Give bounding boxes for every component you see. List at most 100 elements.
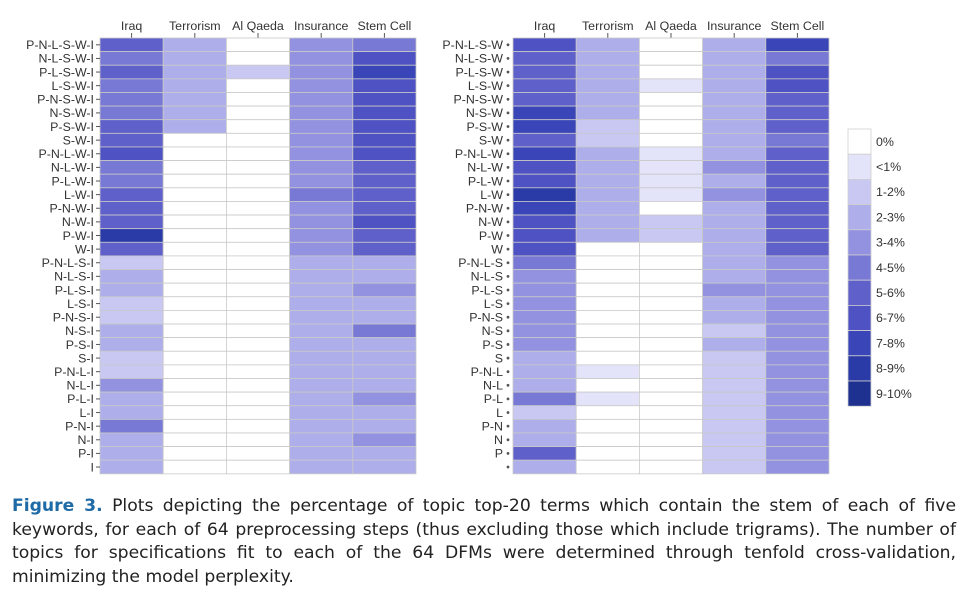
heatmap-cell	[702, 37, 767, 53]
heatmap-cell	[162, 37, 227, 53]
heatmap-cell	[639, 105, 704, 121]
heatmap-cell	[352, 51, 417, 66]
heatmap-cell	[162, 309, 227, 325]
heatmap-cell	[765, 405, 830, 420]
heatmap-cell	[289, 105, 354, 121]
row-label: P	[495, 447, 503, 461]
row-label: P-N-L-S-I	[42, 256, 94, 270]
heatmap-cell	[162, 241, 227, 257]
column-header: Al Qaeda	[232, 19, 284, 33]
heatmap-cell	[162, 323, 227, 339]
heatmap-cell	[702, 350, 767, 366]
row-tick	[506, 465, 510, 469]
row-label: P-N-W-I	[49, 202, 94, 216]
legend-label: 9-10%	[876, 387, 912, 401]
heatmap-cell	[99, 132, 164, 148]
heatmap-cell	[575, 446, 640, 461]
heatmap-cell	[702, 78, 767, 93]
heatmap-cell	[162, 105, 227, 121]
heatmap-cell	[639, 92, 704, 107]
heatmap-cell	[639, 201, 704, 216]
legend-label: 5-6%	[876, 286, 905, 300]
heatmap-cell	[99, 309, 164, 325]
heatmap-cell	[352, 364, 417, 379]
row-tick	[506, 452, 510, 455]
heatmap-cell	[702, 337, 767, 352]
heatmap-cell	[512, 446, 577, 461]
heatmap-cell	[225, 92, 290, 107]
heatmap-cell	[99, 337, 164, 352]
heatmap-cell	[162, 446, 227, 461]
heatmap-cell	[575, 282, 640, 298]
column-header: Insurance	[294, 19, 349, 33]
heatmap-cell	[702, 228, 767, 243]
row-tick	[506, 111, 510, 115]
heatmap-cell	[225, 432, 290, 448]
row-tick	[506, 343, 510, 346]
heatmap-cell	[225, 337, 290, 352]
row-label: S-W	[479, 133, 503, 147]
row-label: N-L	[483, 379, 503, 393]
heatmap-cell	[639, 459, 704, 475]
heatmap-panel-left: Iraq Terrorism Al Qaeda Insurance Stem Cell P…	[26, 19, 417, 474]
heatmap-cell	[225, 64, 290, 80]
heatmap-cell	[99, 92, 164, 107]
row-label: P-N	[482, 419, 503, 433]
heatmap-cell	[575, 269, 640, 284]
heatmap-cell	[99, 119, 164, 134]
heatmap-cell	[575, 37, 640, 53]
heatmap-cell	[639, 78, 704, 93]
row-label: N-W-I	[62, 215, 94, 229]
heatmap-cell	[289, 241, 354, 257]
heatmap-cell	[352, 309, 417, 325]
heatmap-cell	[575, 78, 640, 93]
row-label: N-S-W-I	[49, 106, 94, 120]
heatmap-cell	[162, 337, 227, 352]
heatmap-cell	[639, 446, 704, 461]
heatmap-cell	[289, 446, 354, 461]
heatmap-cell	[702, 391, 767, 407]
heatmap-cell	[352, 350, 417, 366]
heatmap-cell	[162, 160, 227, 175]
heatmap-cell	[765, 391, 830, 407]
caption-label: Figure 3.	[12, 496, 103, 516]
heatmap-cell	[162, 255, 227, 270]
heatmap-cell	[352, 391, 417, 407]
heatmap-cell	[575, 432, 640, 448]
heatmap-cell	[352, 282, 417, 298]
row-label: P-N-S-I	[53, 311, 94, 325]
heatmap-cell	[162, 64, 227, 80]
heatmap-cell	[512, 173, 577, 189]
heatmap-cell	[225, 418, 290, 434]
heatmap-cell	[639, 296, 704, 311]
legend-swatch	[847, 204, 872, 231]
heatmap-cell	[225, 132, 290, 148]
figure-caption: Figure 3. Plots depicting the percentage…	[12, 495, 956, 589]
heatmap-cell	[99, 201, 164, 216]
heatmap-cell	[512, 432, 577, 448]
heatmap-cell	[702, 418, 767, 434]
heatmap-cell	[765, 432, 830, 448]
heatmap-cell	[702, 255, 767, 270]
heatmap-cell	[512, 269, 577, 284]
heatmap-cell	[352, 92, 417, 107]
row-tick	[506, 193, 510, 197]
heatmap-cell	[639, 241, 704, 257]
row-label: N-L-S-I	[54, 270, 94, 284]
row-label: L-I	[80, 406, 94, 420]
heatmap-cell	[765, 37, 830, 53]
legend-label: <1%	[876, 160, 901, 174]
row-label: N-S-W	[466, 106, 503, 120]
heatmap-cell	[639, 364, 704, 379]
heatmap-cell	[162, 119, 227, 134]
legend-swatch	[847, 304, 872, 331]
row-label: P-N-L-S	[458, 256, 503, 270]
row-label: S-W-I	[63, 133, 94, 147]
heatmap-cell	[765, 64, 830, 80]
heatmap-cell	[289, 269, 354, 284]
heatmap-cell	[99, 446, 164, 461]
heatmap-cell	[512, 228, 577, 243]
legend-label: 1-2%	[876, 185, 905, 199]
row-tick	[506, 138, 510, 142]
heatmap-cell	[99, 173, 164, 189]
